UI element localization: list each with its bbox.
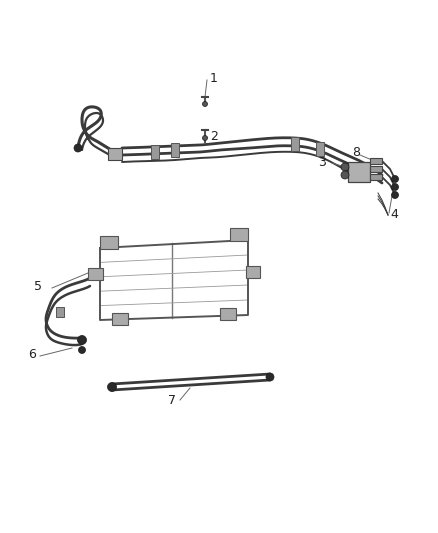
Circle shape <box>74 144 82 152</box>
Circle shape <box>341 163 349 171</box>
Bar <box>316 142 324 156</box>
Bar <box>348 162 370 182</box>
Bar <box>370 158 382 164</box>
Bar <box>370 166 382 172</box>
Circle shape <box>78 335 86 344</box>
Bar <box>100 236 118 249</box>
Text: 2: 2 <box>210 130 218 142</box>
Text: 8: 8 <box>352 147 360 159</box>
Bar <box>112 313 128 325</box>
Circle shape <box>266 373 274 381</box>
Circle shape <box>341 171 349 179</box>
Bar <box>171 143 179 157</box>
Bar <box>230 228 248 241</box>
Text: 7: 7 <box>168 393 176 407</box>
Bar <box>220 308 236 320</box>
Bar <box>291 137 299 151</box>
Bar <box>108 148 122 160</box>
Circle shape <box>202 135 208 141</box>
Circle shape <box>392 191 399 198</box>
Circle shape <box>78 346 85 353</box>
Text: 4: 4 <box>390 208 398 222</box>
Text: 1: 1 <box>210 71 218 85</box>
Bar <box>88 268 103 280</box>
Circle shape <box>107 383 117 392</box>
Circle shape <box>392 175 399 182</box>
Circle shape <box>392 183 399 190</box>
Text: 5: 5 <box>34 280 42 294</box>
Bar <box>151 145 159 159</box>
Bar <box>370 174 382 180</box>
Circle shape <box>202 101 208 107</box>
Text: 6: 6 <box>28 349 36 361</box>
Bar <box>246 266 260 278</box>
Text: 3: 3 <box>318 157 326 169</box>
Bar <box>56 307 64 317</box>
